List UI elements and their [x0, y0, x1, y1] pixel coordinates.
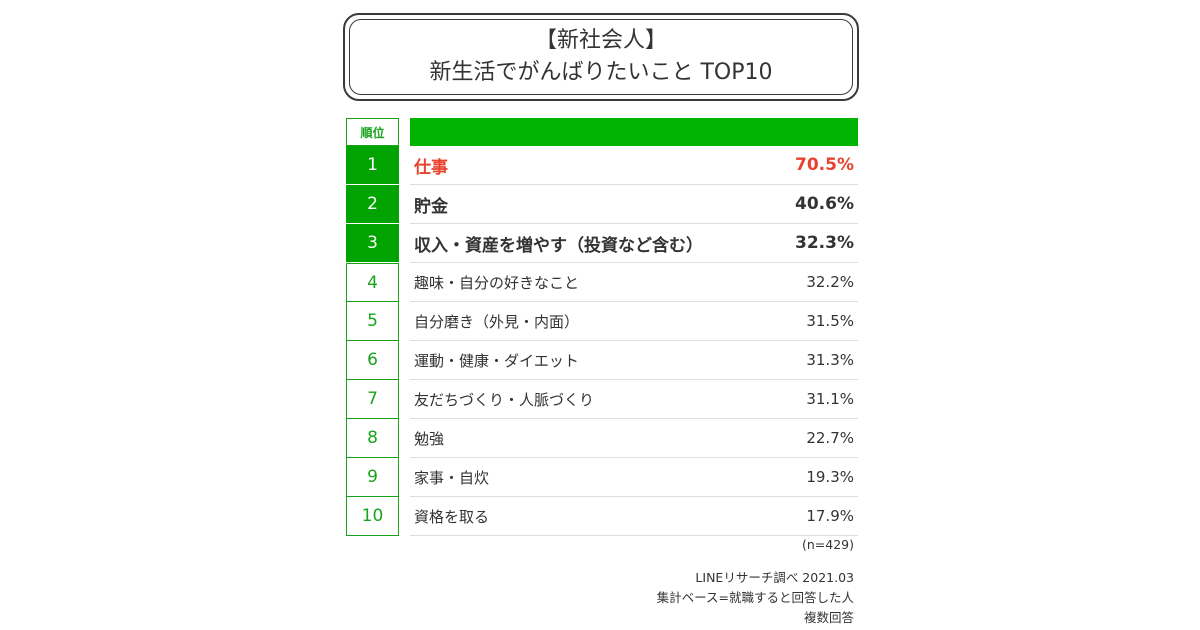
- rank-cell: 10: [346, 497, 399, 536]
- item-label: 友だちづくり・人脈づくり: [414, 390, 595, 409]
- item-label: 運動・健康・ダイエット: [414, 351, 579, 370]
- table-row: 3 収入・資産を増やす（投資など含む） 32.3%: [346, 224, 858, 263]
- item-value: 17.9%: [806, 507, 854, 525]
- title-box: 【新社会人】 新生活でがんばりたいこと TOP10: [343, 13, 859, 101]
- source-note: LINEリサーチ調べ 2021.03: [695, 570, 854, 585]
- item-value: 32.2%: [806, 273, 854, 291]
- table-row: 10 資格を取る 17.9%: [346, 497, 858, 536]
- item-cell: 貯金 40.6%: [410, 185, 858, 224]
- item-value: 31.3%: [806, 351, 854, 369]
- item-label: 貯金: [414, 196, 448, 217]
- item-cell: 友だちづくり・人脈づくり 31.1%: [410, 380, 858, 419]
- answer-type-note: 複数回答: [803, 610, 854, 625]
- item-label: 資格を取る: [414, 507, 490, 526]
- item-cell: 運動・健康・ダイエット 31.3%: [410, 341, 858, 380]
- rank-cell: 9: [346, 458, 399, 497]
- item-cell: 勉強 22.7%: [410, 419, 858, 458]
- rank-cell: 5: [346, 302, 399, 341]
- rank-cell: 1: [346, 146, 399, 185]
- title-box-inner: 【新社会人】 新生活でがんばりたいこと TOP10: [349, 19, 853, 95]
- title-line-1: 【新社会人】: [534, 28, 667, 53]
- item-label: 収入・資産を増やす（投資など含む）: [414, 235, 703, 256]
- item-value: 40.6%: [795, 194, 854, 214]
- ranking-table: 順位 1 仕事 70.5% 2 貯金 40.6% 3 収入・資産を増やす（投資など含む） 32.…: [346, 118, 858, 536]
- rank-cell: 2: [346, 185, 399, 224]
- table-row: 9 家事・自炊 19.3%: [346, 458, 858, 497]
- rank-cell: 3: [346, 224, 399, 263]
- item-cell: 自分磨き（外見・内面） 31.5%: [410, 302, 858, 341]
- item-label: 自分磨き（外見・内面）: [414, 312, 580, 331]
- table-header-row: 順位: [346, 118, 858, 146]
- rank-cell: 8: [346, 419, 399, 458]
- item-cell: 資格を取る 17.9%: [410, 497, 858, 536]
- rank-cell: 6: [346, 341, 399, 380]
- item-cell: 家事・自炊 19.3%: [410, 458, 858, 497]
- sample-size-note: (n=429): [801, 537, 854, 552]
- table-row: 1 仕事 70.5%: [346, 146, 858, 185]
- table-row: 5 自分磨き（外見・内面） 31.5%: [346, 302, 858, 341]
- base-note: 集計ベース=就職すると回答した人: [656, 590, 854, 605]
- header-bar: [410, 118, 858, 146]
- item-label: 趣味・自分の好きなこと: [414, 273, 580, 292]
- table-row: 6 運動・健康・ダイエット 31.3%: [346, 341, 858, 380]
- table-row: 8 勉強 22.7%: [346, 419, 858, 458]
- item-label: 家事・自炊: [414, 468, 490, 487]
- item-value: 19.3%: [806, 468, 854, 486]
- item-cell: 仕事 70.5%: [410, 146, 858, 185]
- item-value: 22.7%: [806, 429, 854, 447]
- item-value: 31.1%: [806, 390, 854, 408]
- table-row: 4 趣味・自分の好きなこと 32.2%: [346, 263, 858, 302]
- table-row: 2 貯金 40.6%: [346, 185, 858, 224]
- table-body: 1 仕事 70.5% 2 貯金 40.6% 3 収入・資産を増やす（投資など含む） 32.3% 4…: [346, 146, 858, 536]
- table-row: 7 友だちづくり・人脈づくり 31.1%: [346, 380, 858, 419]
- item-cell: 趣味・自分の好きなこと 32.2%: [410, 263, 858, 302]
- item-cell: 収入・資産を増やす（投資など含む） 32.3%: [410, 224, 858, 263]
- rank-cell: 7: [346, 380, 399, 419]
- rank-cell: 4: [346, 263, 399, 302]
- title-line-2: 新生活でがんばりたいこと TOP10: [429, 60, 773, 85]
- item-label: 勉強: [414, 429, 445, 448]
- item-value: 31.5%: [806, 312, 854, 330]
- rank-column-header: 順位: [346, 118, 399, 146]
- item-label: 仕事: [414, 157, 448, 178]
- item-value: 70.5%: [795, 155, 854, 175]
- item-value: 32.3%: [795, 233, 854, 253]
